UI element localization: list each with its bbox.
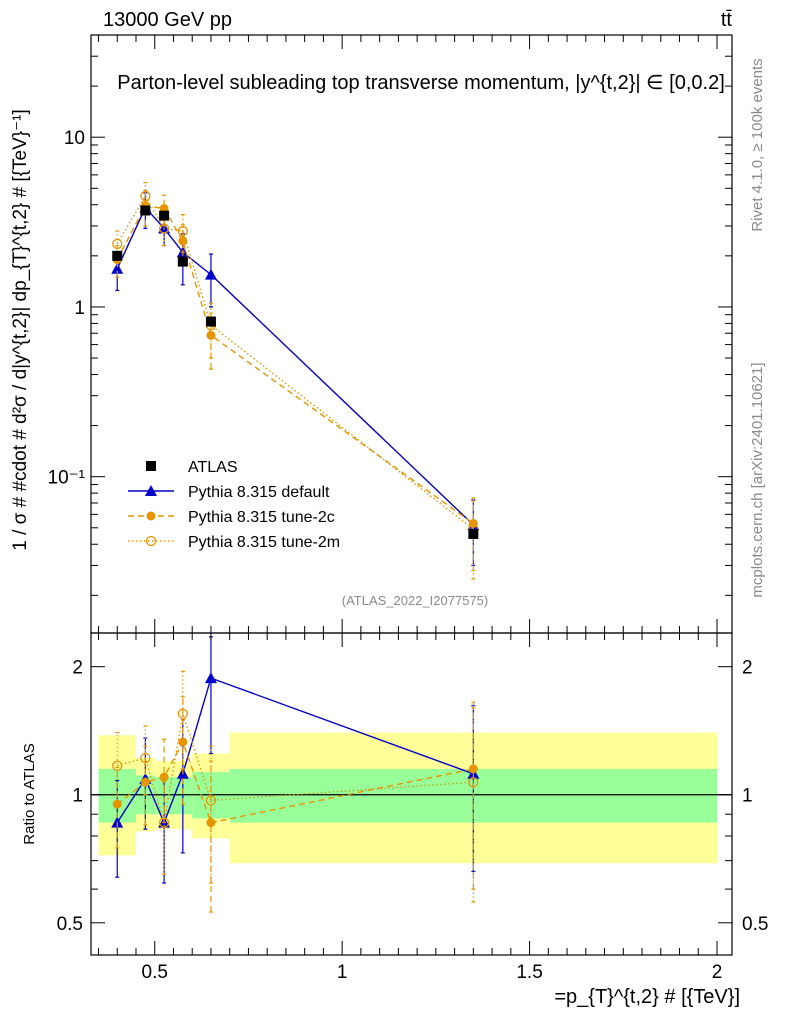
data-point [177,225,188,237]
data-point [206,330,216,340]
series-line [116,206,474,526]
data-point [112,250,123,261]
data-point [112,238,123,250]
legend-label: Pythia 8.315 tune-2m [188,534,340,551]
rivet-version-label: Rivet 4.1.0, ≥ 100k events [749,58,766,231]
series-tune2m [112,670,479,903]
mcplots-source-label: mcplots.cern.ch [arXiv:2401.10621] [749,362,766,597]
legend-label: ATLAS [188,459,238,476]
ratio-plot-frame [90,632,733,956]
data-point [140,190,151,202]
data-point [205,316,216,327]
series-tune2c [112,696,478,913]
y-tick-label: 10⁻¹ [48,468,86,489]
x-tick-label: 1.5 [516,962,542,983]
data-point [112,760,123,771]
data-point [159,210,170,221]
ratio-y-tick-label-left: 2 [72,658,83,679]
ratio-y-axis-label: Ratio to ATLAS [21,743,38,844]
data-point [158,223,170,234]
data-point [204,268,217,280]
data-point [205,795,217,806]
y-tick-label: 10 [64,128,85,149]
ratio-y-tick-label-right: 0.5 [742,914,768,935]
data-point [140,752,151,764]
analysis-watermark: (ATLAS_2022_I2077575) [342,593,488,608]
plot-title: Parton-level subleading top transverse m… [117,72,725,94]
ratio-y-tick-label-right: 1 [742,786,753,807]
ratio-panel: 0.5 0.5 1 1 2 2 0.5 1 1.5 2 Ratio to ATLAS =p_{T}… [21,632,768,1008]
series-atlas [112,205,479,539]
x-tick-label: 1 [337,962,348,983]
legend-marker [145,485,157,496]
data-point [159,772,169,782]
process-label: tt̄ [721,9,733,31]
data-point [468,777,479,788]
data-point [140,205,151,216]
data-point [177,256,188,267]
legend-label: Pythia 8.315 default [188,484,330,501]
legend-marker [145,535,157,547]
legend-marker [146,511,156,521]
data-point [468,528,479,539]
x-tick-label: 2 [712,962,723,983]
ratio-y-tick-label-left: 0.5 [57,914,83,935]
main-y-axis-label: 1 / σ # #cdot # d²σ / d|y^{t,2}| dp_{T}^… [10,109,31,550]
legend-marker [146,461,156,471]
x-axis-label: =p_{T}^{t,2} # [{TeV}] [554,986,740,1008]
main-panel: 10⁻¹ 1 10 Parton-level subleading top tran… [10,34,733,634]
legend: ATLAS Pythia 8.315 default Pythia 8.315 tu… [128,459,340,551]
data-point [178,236,188,246]
legend-label: Pythia 8.315 tune-2c [188,509,335,526]
ratio-y-tick-label-left: 1 [72,786,83,807]
y-tick-label: 1 [74,298,85,319]
data-point [204,672,217,684]
ratio-y-tick-label-right: 2 [742,658,753,679]
data-point [177,708,188,719]
series-line [116,740,474,824]
data-point [111,262,124,274]
energy-label: 13000 GeV pp [103,9,232,31]
x-tick-label: 0.5 [142,962,168,983]
data-point [158,817,170,828]
series-line [116,204,474,525]
series-line [116,194,474,530]
data-point [178,737,188,747]
series-line [116,677,474,825]
